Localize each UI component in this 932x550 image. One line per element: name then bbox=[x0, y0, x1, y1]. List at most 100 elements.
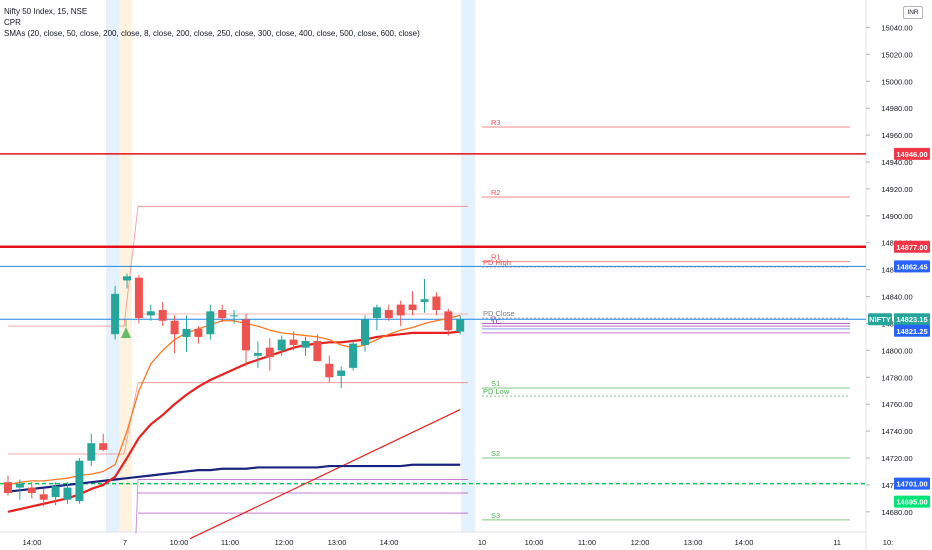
candle-body[interactable] bbox=[146, 311, 155, 316]
cpr-level-label: PD High bbox=[483, 258, 511, 267]
x-tick-label: 14:00 bbox=[380, 538, 399, 547]
candle-body[interactable] bbox=[99, 443, 108, 450]
candle-body[interactable] bbox=[111, 293, 120, 335]
indicator-smas[interactable]: SMAs (20, close, 50, close, 200, close, … bbox=[4, 29, 420, 38]
candle-body[interactable] bbox=[194, 328, 203, 337]
candle-body[interactable] bbox=[87, 443, 96, 461]
x-tick-label: 14:00 bbox=[735, 538, 754, 547]
symbol-title[interactable]: Nifty 50 Index, 15, NSE bbox=[4, 7, 88, 16]
candle-body[interactable] bbox=[337, 370, 346, 376]
price-badge[interactable] bbox=[894, 313, 930, 326]
candle-body[interactable] bbox=[218, 310, 227, 319]
cpr-level-label: PD Close bbox=[483, 309, 515, 318]
y-tick-label: 14900.00 bbox=[881, 212, 912, 221]
cpr-level-label: S1 bbox=[491, 379, 500, 388]
candle-body[interactable] bbox=[253, 353, 262, 356]
candle-body[interactable] bbox=[301, 340, 310, 348]
price-badge-label: 14821.25 bbox=[896, 327, 927, 336]
cpr-level-label: TC bbox=[491, 317, 502, 326]
candle-body[interactable] bbox=[27, 487, 36, 493]
sma-line-long bbox=[189, 409, 461, 540]
y-tick-label: 14840.00 bbox=[881, 293, 912, 302]
x-tick-label: 11:00 bbox=[578, 538, 596, 547]
x-tick-label: 10:00 bbox=[525, 538, 544, 547]
price-badge[interactable] bbox=[894, 477, 930, 490]
candle-body[interactable] bbox=[134, 277, 143, 319]
x-tick-label: 12:00 bbox=[631, 538, 650, 547]
candle-body[interactable] bbox=[206, 311, 215, 335]
sma-line-orange bbox=[7, 314, 461, 486]
symbol-price-tag-label: NIFTY bbox=[869, 315, 891, 324]
y-tick-label: 14680.00 bbox=[881, 508, 912, 517]
y-tick-label: 14800.00 bbox=[881, 346, 912, 355]
candle-body[interactable] bbox=[384, 310, 393, 319]
price-badge[interactable] bbox=[894, 324, 930, 337]
price-badge[interactable] bbox=[894, 147, 930, 160]
symbol-price-tag[interactable] bbox=[868, 313, 892, 326]
candle-body[interactable] bbox=[75, 460, 84, 502]
cpr-level-label: S3 bbox=[491, 511, 500, 520]
price-badge-label: 14695.00 bbox=[896, 498, 927, 507]
candle-body[interactable] bbox=[265, 347, 274, 358]
candle-body[interactable] bbox=[39, 494, 48, 500]
candle-body[interactable] bbox=[325, 363, 334, 378]
price-badge-label: 14877.00 bbox=[896, 243, 927, 252]
x-tick-label: 14:00 bbox=[23, 538, 42, 547]
y-tick-label: 14740.00 bbox=[881, 427, 912, 436]
x-tick-label: 10 bbox=[478, 538, 486, 547]
candle-body[interactable] bbox=[408, 304, 417, 310]
y-tick-label: 14720.00 bbox=[881, 454, 912, 463]
candle-body[interactable] bbox=[444, 311, 453, 331]
candle-body[interactable] bbox=[123, 276, 131, 281]
y-tick-label: 14980.00 bbox=[881, 104, 912, 113]
candle-body[interactable] bbox=[4, 482, 12, 493]
candle-body[interactable] bbox=[182, 328, 191, 337]
x-tick-label: 13:00 bbox=[328, 538, 347, 547]
cpr-level-label: S2 bbox=[491, 449, 500, 458]
price-badge-label: 14946.00 bbox=[896, 150, 927, 159]
candle-body[interactable] bbox=[51, 486, 60, 498]
cpr-level-label: R1 bbox=[491, 253, 501, 262]
x-tick-label: 11 bbox=[833, 538, 841, 547]
candle-body[interactable] bbox=[396, 304, 405, 316]
x-tick-label: 10:00 bbox=[170, 538, 189, 547]
cpr-level-label: PD Low bbox=[483, 387, 510, 396]
candle-body[interactable] bbox=[15, 483, 24, 488]
candle-body[interactable] bbox=[158, 310, 167, 321]
y-tick-label: 15020.00 bbox=[881, 50, 912, 59]
x-tick-label: 11:00 bbox=[221, 538, 239, 547]
x-tick-label: 12:00 bbox=[275, 538, 294, 547]
price-badge[interactable] bbox=[894, 240, 930, 253]
price-badge[interactable] bbox=[894, 260, 930, 273]
candle-body[interactable] bbox=[242, 319, 250, 351]
candle-body[interactable] bbox=[277, 339, 286, 351]
currency-badge[interactable]: INR bbox=[903, 6, 923, 19]
indicator-cpr[interactable]: CPR bbox=[4, 18, 21, 27]
candle-body[interactable] bbox=[372, 307, 381, 319]
chart-legend: Nifty 50 Index, 15, NSE CPR SMAs (20, cl… bbox=[4, 6, 420, 39]
candle-body[interactable] bbox=[432, 296, 441, 310]
cpr-level-label: R3 bbox=[491, 118, 501, 127]
price-badge-label: 14701.00 bbox=[896, 480, 927, 489]
candle-body[interactable] bbox=[289, 339, 298, 345]
candle-body[interactable] bbox=[230, 315, 239, 317]
buy-signal-marker[interactable] bbox=[121, 327, 131, 338]
y-tick-label: 14780.00 bbox=[881, 373, 912, 382]
y-tick-label: 14920.00 bbox=[881, 185, 912, 194]
x-tick-label: 10: bbox=[883, 538, 893, 547]
candle-body[interactable] bbox=[349, 343, 358, 368]
candle-body[interactable] bbox=[313, 340, 322, 362]
candle-body[interactable] bbox=[420, 299, 429, 302]
y-tick-label: 14960.00 bbox=[881, 131, 912, 140]
cpr-level-label: R2 bbox=[491, 188, 501, 197]
candle-body[interactable] bbox=[63, 487, 72, 500]
price-badge[interactable] bbox=[894, 495, 930, 508]
candle-body[interactable] bbox=[170, 320, 179, 335]
candle-body[interactable] bbox=[361, 319, 369, 345]
candle-body[interactable] bbox=[456, 319, 465, 332]
level-connector bbox=[135, 479, 139, 534]
y-tick-label: 15000.00 bbox=[881, 77, 912, 86]
y-tick-label: 14940.00 bbox=[881, 158, 912, 167]
